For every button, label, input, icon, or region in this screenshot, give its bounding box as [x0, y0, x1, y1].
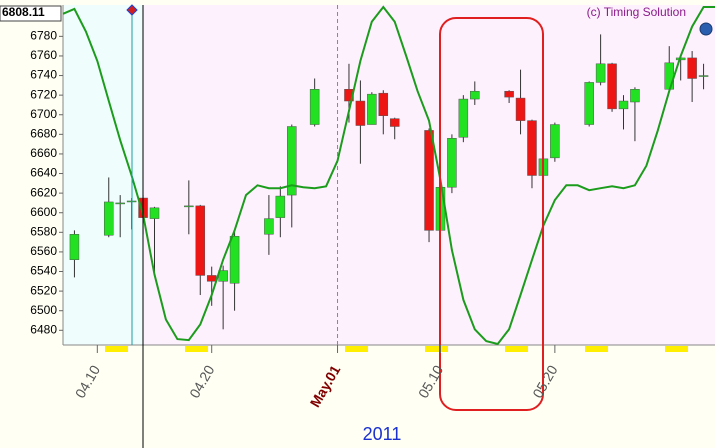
cycle-line [62, 5, 715, 346]
watermark: (c) Timing Solution [587, 5, 686, 19]
y-tick-label: 6540 [30, 264, 57, 278]
candle-body [287, 126, 297, 196]
cursor-diamond [126, 4, 138, 16]
candle-body [630, 89, 640, 103]
candle-body [275, 195, 286, 218]
candle-body [698, 75, 709, 77]
y-tick-label: 6740 [30, 68, 57, 82]
candle-body [504, 90, 514, 98]
week-marker [585, 346, 608, 352]
week-marker [345, 346, 368, 352]
candle-body [184, 205, 194, 208]
week-markers [105, 346, 688, 352]
candle-body [104, 201, 114, 236]
y-tick-label: 6700 [30, 107, 57, 121]
y-tick-label: 6520 [30, 283, 57, 297]
y-tick-label: 6600 [30, 205, 57, 219]
candle-body [447, 138, 457, 188]
y-tick-label: 6680 [30, 127, 57, 141]
past-region [63, 5, 143, 345]
week-marker [425, 346, 448, 352]
candle-body [424, 130, 434, 231]
candle-body [607, 63, 617, 110]
candle-body [664, 62, 674, 90]
candle-body [515, 97, 526, 121]
candle-body [550, 124, 560, 159]
globe-icon [699, 22, 713, 36]
last-price-box [0, 5, 62, 22]
y-tick-label: 6560 [30, 244, 57, 258]
y-tick-label: 6480 [30, 322, 57, 336]
week-marker [105, 346, 128, 352]
y-tick-label: 6640 [30, 166, 57, 180]
y-tick-label: 6720 [30, 87, 57, 101]
last-price: 6808.11 [2, 5, 45, 19]
highlight-box [439, 17, 544, 411]
x-axis-title: 2011 [363, 424, 402, 444]
candle-body [527, 120, 537, 176]
candle-body [367, 93, 377, 125]
y-tick-label: 6500 [30, 303, 57, 317]
candle-body [309, 89, 320, 125]
week-marker [665, 346, 688, 352]
y-tick-label: 6660 [30, 146, 57, 160]
candle-body [206, 275, 217, 282]
candle-body [115, 202, 125, 205]
candle-body [355, 100, 366, 126]
week-marker [505, 346, 528, 352]
candle-body [458, 98, 469, 138]
candle-body [195, 205, 206, 276]
candle-body [595, 63, 606, 83]
candle-body [229, 235, 240, 284]
candle-body [69, 234, 80, 261]
candle-body [389, 118, 400, 127]
candle-body [687, 57, 697, 79]
candle-body [264, 218, 274, 235]
candle-body [584, 82, 594, 125]
candle-body [378, 92, 389, 116]
y-tick-label: 6620 [30, 185, 57, 199]
candle-body [149, 207, 160, 219]
candle-body [470, 90, 480, 100]
y-tick-label: 6780 [30, 29, 57, 43]
y-tick-label: 6580 [30, 224, 57, 238]
week-marker [185, 346, 208, 352]
candle-body [618, 100, 629, 110]
y-tick-label: 6760 [30, 48, 57, 62]
